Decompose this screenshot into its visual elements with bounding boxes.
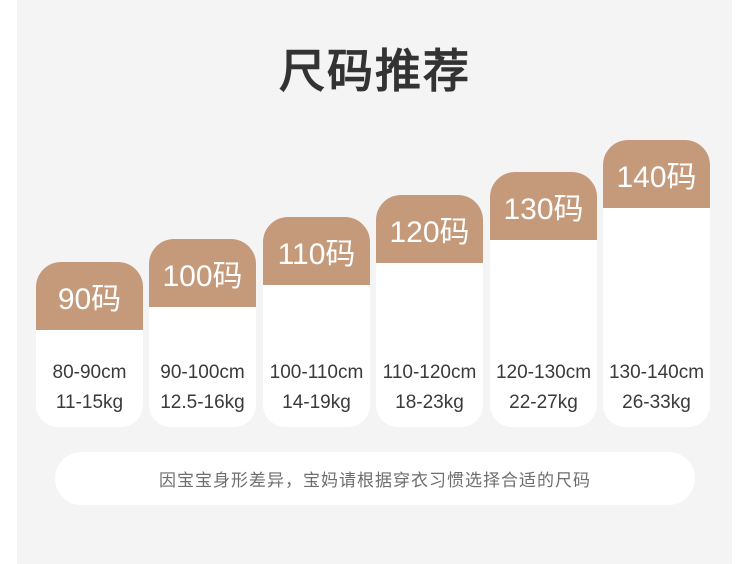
size-note-pill: 因宝宝身形差异，宝妈请根据穿衣习惯选择合适的尺码: [55, 452, 695, 505]
size-badge: 140码: [603, 140, 710, 208]
size-card-100: 100码 90-100cm 12.5-16kg: [149, 239, 256, 427]
size-card-140: 140码 130-140cm 26-33kg: [603, 140, 710, 427]
size-card-body: 130-140cm 26-33kg: [603, 208, 710, 427]
height-range: 90-100cm: [160, 362, 245, 383]
weight-range: 11-15kg: [55, 392, 124, 413]
height-range: 120-130cm: [495, 362, 592, 383]
size-badge: 100码: [149, 239, 256, 307]
weight-range: 18-23kg: [395, 392, 464, 413]
weight-range: 12.5-16kg: [160, 392, 245, 413]
size-label: 100码: [162, 260, 243, 293]
size-badge: 120码: [376, 195, 483, 263]
size-badge: 110码: [263, 217, 370, 285]
size-label: 120码: [389, 216, 470, 249]
height-range: 130-140cm: [608, 362, 705, 383]
size-card-90: 90码 80-90cm 11-15kg: [36, 262, 143, 427]
size-label: 140码: [616, 161, 697, 194]
size-badge: 130码: [490, 172, 597, 240]
size-badge: 90码: [36, 262, 143, 330]
height-range: 80-90cm: [52, 362, 127, 383]
weight-range: 26-33kg: [622, 392, 691, 413]
weight-range: 22-27kg: [509, 392, 578, 413]
size-note-text: 因宝宝身形差异，宝妈请根据穿衣习惯选择合适的尺码: [159, 471, 591, 490]
weight-range: 14-19kg: [282, 392, 351, 413]
size-card-body: 90-100cm 12.5-16kg: [149, 307, 256, 427]
size-card-120: 120码 110-120cm 18-23kg: [376, 195, 483, 427]
size-label: 90码: [57, 283, 122, 316]
size-card-body: 120-130cm 22-27kg: [490, 240, 597, 427]
size-card-body: 110-120cm 18-23kg: [376, 263, 483, 427]
size-card-body: 80-90cm 11-15kg: [36, 330, 143, 427]
height-range: 100-110cm: [269, 362, 364, 383]
size-label: 110码: [277, 238, 356, 271]
size-card-130: 130码 120-130cm 22-27kg: [490, 172, 597, 427]
page-title: 尺码推荐: [279, 45, 471, 97]
size-label: 130码: [503, 193, 584, 226]
height-range: 110-120cm: [382, 362, 477, 383]
size-card-110: 110码 100-110cm 14-19kg: [263, 217, 370, 427]
size-card-body: 100-110cm 14-19kg: [263, 285, 370, 427]
